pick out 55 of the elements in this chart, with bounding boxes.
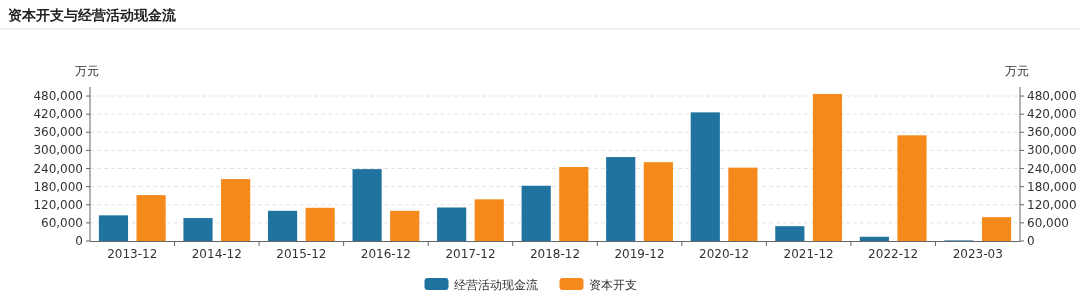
y2-tick-label: 360,000 [1027,125,1077,140]
bar [305,207,335,241]
x-tick-label: 2015-12 [276,247,327,261]
bar [136,195,166,241]
y2-tick-label: 300,000 [1027,143,1077,158]
x-tick-label: 2013-12 [107,247,158,261]
x-tick-label: 2019-12 [614,247,665,261]
y2-tick-label: 240,000 [1027,161,1077,176]
y2-tick-label: 180,000 [1027,179,1077,194]
y-tick-label: 480,000 [33,89,83,104]
y-tick-label: 300,000 [33,143,83,158]
y2-tick-label: 60,000 [1027,215,1069,230]
y2-tick-label: 0 [1027,234,1035,248]
bar [643,162,673,241]
y-tick-label: 0 [75,234,83,248]
bar [690,112,720,241]
x-tick-label: 2018-12 [529,247,581,261]
y-tick-label: 60,000 [41,215,83,230]
bar [897,135,927,241]
bar [812,93,843,241]
bar [474,199,504,241]
y2-tick-label: 420,000 [1027,107,1077,122]
x-tick-label: 2017-12 [445,247,496,261]
bar [221,179,251,241]
x-tick-label: 2014-12 [191,247,242,261]
x-tick-label: 2023-03 [952,247,1003,261]
y-tick-label: 360,000 [33,125,83,140]
y-tick-label: 240,000 [33,161,83,176]
bar [606,157,636,241]
bar [267,210,298,241]
bar [437,207,467,241]
chart-title: 资本开支与经营活动现金流 [8,7,177,23]
y2-axis-title: 万元 [1005,64,1029,78]
y-axis-title: 万元 [75,64,99,78]
bar [728,167,758,241]
bar [859,236,889,241]
bar [981,217,1012,241]
bar [559,167,589,241]
bar [521,185,551,241]
x-tick-label: 2021-12 [783,247,834,261]
bar [775,226,805,241]
y2-tick-label: 120,000 [1027,197,1077,212]
bar [98,215,129,241]
y-tick-label: 120,000 [33,197,83,212]
y2-tick-label: 480,000 [1027,89,1077,104]
legend-label: 资本开支 [588,278,637,292]
x-tick-label: 2016-12 [360,247,411,261]
x-tick-label: 2020-12 [699,247,750,261]
y-tick-label: 420,000 [33,107,83,122]
x-tick-label: 2022-12 [868,247,919,261]
y-tick-label: 180,000 [33,179,83,194]
bar [390,210,420,241]
legend-label: 经营活动现金流 [453,278,538,292]
bar [183,218,213,241]
bar [352,169,382,241]
